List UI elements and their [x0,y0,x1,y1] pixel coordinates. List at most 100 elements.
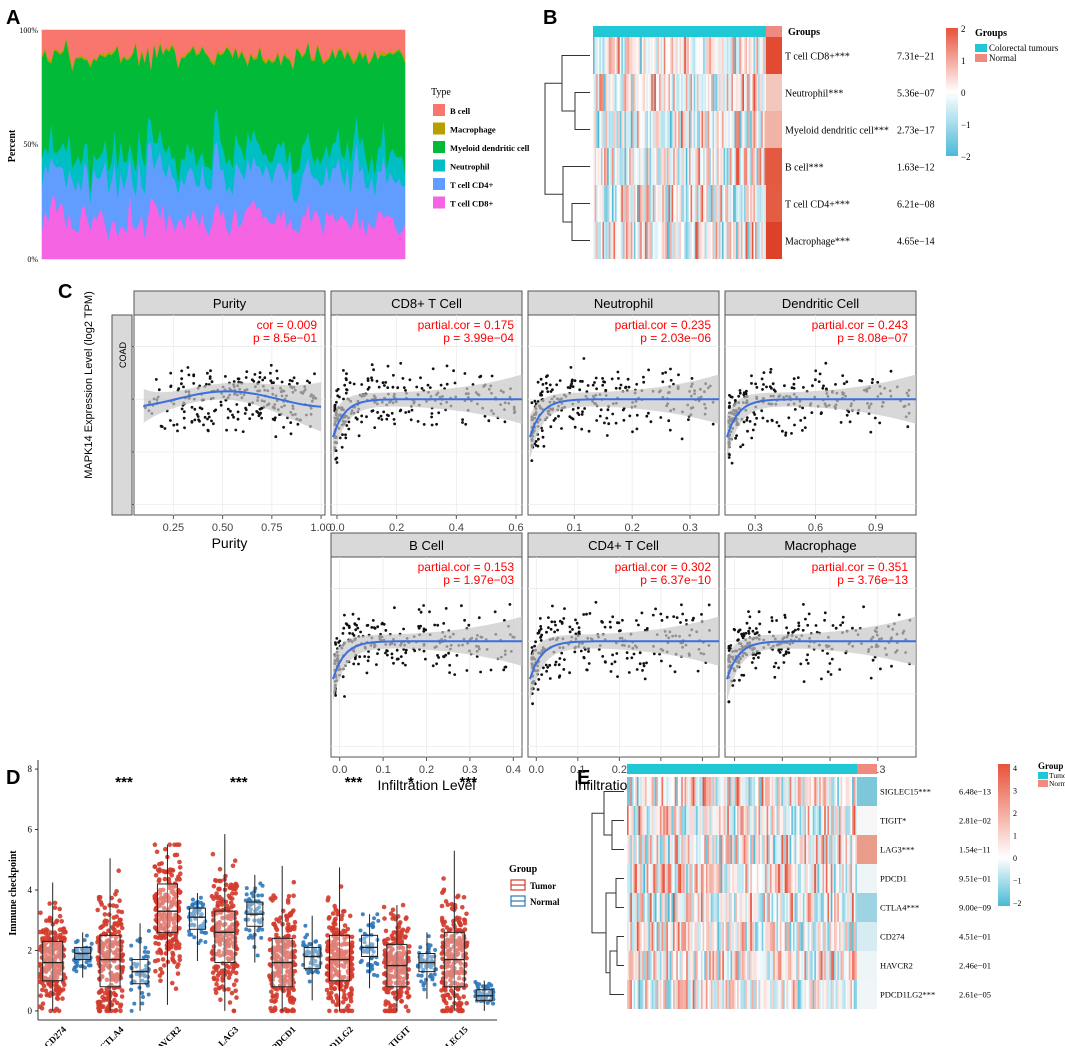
panel-d-point [459,1008,464,1013]
panel-c-point [815,624,818,627]
panel-c-point [435,423,438,426]
panel-d-point [156,958,161,963]
panel-c-point [601,655,604,658]
panel-d-point [332,904,337,909]
panel-c-point [568,415,571,418]
panel-c-point [356,418,359,421]
panel-c-point [793,424,796,427]
panel-c-point [797,628,800,631]
panel-d-point [404,1004,409,1009]
panel-c-title-1: CD8+ T Cell [391,296,462,311]
panel-d-point [226,987,231,992]
panel-d-point [54,984,59,989]
panel-c-point [761,378,764,381]
panel-c-point [601,621,604,624]
panel-c-point [750,382,753,385]
panel-d-point [407,944,412,949]
panel-c-point [748,627,751,630]
panel-c-point [603,422,606,425]
panel-c-point [547,616,550,619]
panel-d-point [331,911,336,916]
panel-d-point [398,935,403,940]
panel-d-point [178,871,183,876]
panel-d-point [213,987,218,992]
panel-d-point [146,955,150,959]
panel-c-point [803,417,806,420]
panel-d-point [41,1001,46,1006]
panel-d-point [214,966,219,971]
panel-c-point [799,663,802,666]
panel-c-point [760,409,763,412]
panel-c-point [281,381,284,384]
panel-c-point [731,396,734,399]
panel-d-point [218,997,223,1002]
panel-d-category-1: CTLA4 [98,1024,126,1046]
panel-d-point [463,927,468,932]
panel-d-point [372,916,376,920]
panel-c-point [589,612,592,615]
panel-c-point [771,619,774,622]
panel-c-point [654,608,657,611]
panel-d-point [170,868,175,873]
panel-d-point [228,1000,233,1005]
panel-c-point [553,631,556,634]
panel-c-point [533,645,536,648]
panel-d-point [214,891,219,896]
panel-d-point [217,895,222,900]
panel-c-point [862,605,865,608]
panel-d-point [97,895,102,900]
panel-c-point [581,410,584,413]
panel-c-point [563,607,566,610]
panel-b-row-p-0: 7.31e−21 [897,52,935,63]
panel-c-point [487,419,490,422]
panel-c-point [377,417,380,420]
panel-c-point [297,423,300,426]
panel-c-point [417,420,420,423]
panel-c-point [750,374,753,377]
panel-c-point [540,673,543,676]
panel-c-point [367,656,370,659]
panel-c-point [400,655,403,658]
panel-c-point [440,384,443,387]
panel-d-point [218,879,223,884]
panel-b-row-label-0: T cell CD8+*** [785,52,850,63]
panel-c-point [790,432,793,435]
panel-c-xtick-2-1: 0.2 [625,522,640,534]
panel-c-point [776,421,779,424]
panel-d-point [191,902,195,906]
panel-c-point [731,462,734,465]
panel-c-point [799,419,802,422]
panel-d-ytick-2: 4 [28,885,33,895]
panel-c-point [611,378,614,381]
panel-d-point [47,981,52,986]
panel-c-stat2-4: p = 1.97e−03 [443,573,514,587]
panel-c-point [871,381,874,384]
panel-c-point [464,372,467,375]
panel-b-scale-tick-3: −1 [961,120,971,130]
panel-c-title-5: CD4+ T Cell [588,538,659,553]
panel-c-point [431,412,434,415]
panel-c-point [784,434,787,437]
panel-c-point [734,437,737,440]
panel-d-point [85,960,89,964]
panel-c-point [574,619,577,622]
panel-c-point [814,378,817,381]
panel-c-point [779,651,782,654]
panel-c-point [549,677,552,680]
panel-c-point [210,420,213,423]
panel-c-point [387,365,390,368]
panel-c-point [411,409,414,412]
panel-c-point [357,618,360,621]
panel-c-stat2-6: p = 3.76e−13 [837,573,908,587]
panel-d-point [433,948,437,952]
panel-c-point [639,651,642,654]
panel-c-point [645,415,648,418]
panel-d-point [48,916,53,921]
panel-d-point [38,930,43,935]
dendrogram-branch [562,56,590,112]
panel-c-point [540,628,543,631]
panel-c-point [580,428,583,431]
panel-d-point [170,981,175,986]
panel-d-point [211,897,216,902]
